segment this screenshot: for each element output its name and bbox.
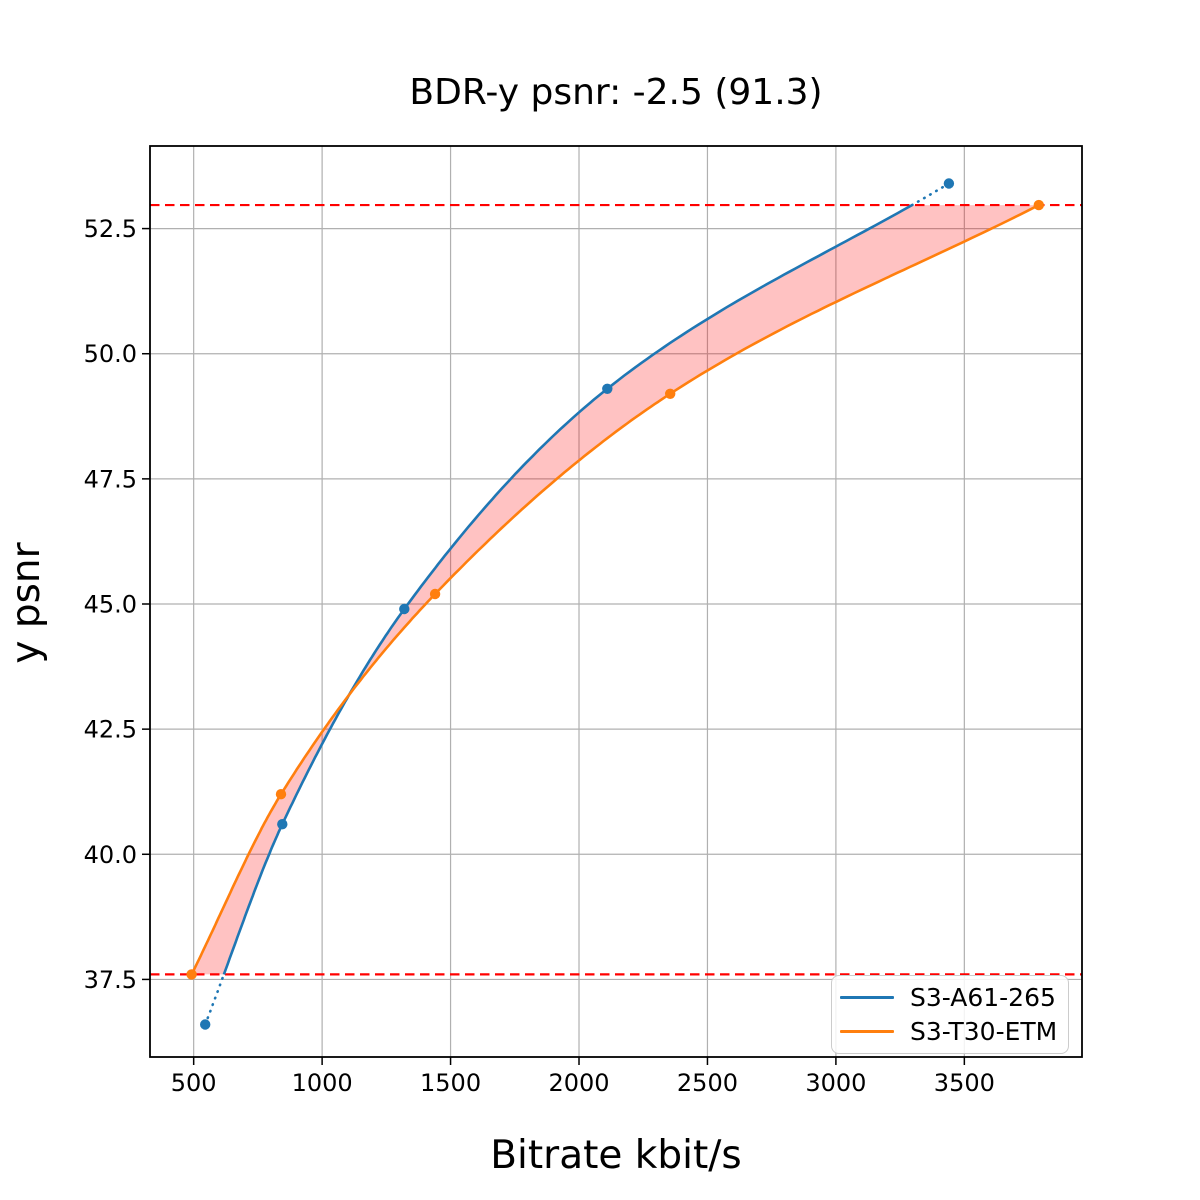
x-tick-label: 2500 [677,1069,738,1097]
y-tick-label: 37.5 [84,966,137,994]
rd-curve-dotted [203,973,226,1026]
x-tick-label: 3500 [934,1069,995,1097]
plot-border [149,145,1083,1058]
x-axis-label: Bitrate kbit/s [490,1133,742,1178]
x-tick-label: 1000 [292,1069,353,1097]
x-tick-label: 2000 [548,1069,609,1097]
x-tick-label: 500 [171,1069,217,1097]
y-tick-label: 50.0 [84,340,137,368]
rd-curve-dotted [910,182,951,207]
legend-item-s3-t30-etm: S3-T30-ETM [840,1017,1068,1046]
data-point [275,789,287,800]
data-point [429,588,441,600]
legend-item-s3-a61-265: S3-A61-265 [840,983,1068,1012]
chart-title: BDR-y psnr: -2.5 (91.3) [409,72,823,113]
data-point [186,969,197,980]
legend-line-sample-blue [840,995,894,999]
y-tick-label: 40.0 [84,841,137,869]
data-point [665,388,676,399]
data-point [200,1019,211,1030]
x-tick-label: 3000 [805,1069,866,1097]
legend-line-sample-orange [840,1030,894,1034]
x-tick-label: 1500 [420,1069,481,1097]
y-tick-label: 47.5 [84,465,137,493]
y-tick-label: 42.5 [84,716,137,744]
data-point [277,819,288,830]
data-point [399,603,410,615]
legend-label: S3-T30-ETM [910,1017,1058,1047]
y-axis-label: y psnr [4,542,49,664]
rd-curve [222,203,913,975]
y-tick-label: 45.0 [84,591,137,619]
data-point [943,178,955,189]
data-point [602,383,613,394]
rd-curve [190,203,1040,975]
bd-shaded-region [191,205,1039,975]
data-point [1033,199,1045,211]
legend-label: S3-A61-265 [910,982,1056,1012]
legend: S3-A61-265 S3-T30-ETM [831,975,1069,1054]
y-tick-label: 52.5 [84,215,137,243]
